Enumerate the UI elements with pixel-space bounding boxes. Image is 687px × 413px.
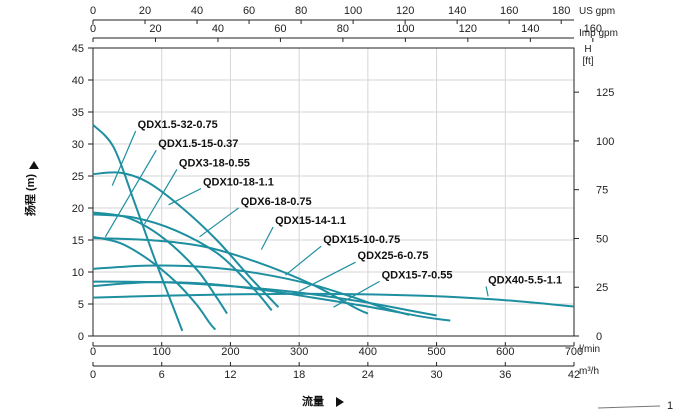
m3h-tick-label: 0 <box>90 369 96 381</box>
leader-line <box>333 280 380 308</box>
lmin-tick-label: 500 <box>427 346 445 358</box>
lmin-tick-label: 200 <box>221 346 239 358</box>
m3h-tick-label: 30 <box>430 369 442 381</box>
usgpm-tick-label: 140 <box>448 5 466 17</box>
usgpm-unit: US gpm <box>579 6 615 17</box>
y-tick-label: 25 <box>72 171 84 183</box>
usgpm-tick-label: 80 <box>295 5 307 17</box>
y-tick-label: 10 <box>72 267 84 279</box>
x-axis-title-arrow-icon <box>336 397 344 407</box>
impgpm-tick-label: 0 <box>90 23 96 35</box>
m3h-tick-label: 12 <box>224 369 236 381</box>
curve-label: QDX15-14-1.1 <box>275 215 346 227</box>
impgpm-tick-label: 100 <box>396 23 414 35</box>
ft-tick-label: 75 <box>596 185 608 197</box>
usgpm-tick-label: 60 <box>243 5 255 17</box>
leader-line <box>298 261 356 292</box>
lmin-unit: l/min <box>579 344 600 355</box>
impgpm-unit: Imp gpm <box>579 28 618 39</box>
ft-tick-label: 125 <box>596 87 614 99</box>
curve-label: QDX6-18-0.75 <box>241 196 312 208</box>
curves <box>92 124 575 332</box>
usgpm-tick-label: 180 <box>552 5 570 17</box>
ft-tick-label: 100 <box>596 136 614 148</box>
y-tick-label: 20 <box>72 203 84 215</box>
y-axis-title-arrow-icon <box>29 161 39 169</box>
y-axis-title: 扬程 (m) <box>23 174 37 216</box>
lmin-tick-label: 400 <box>359 346 377 358</box>
curve-label: QDX1.5-15-0.37 <box>158 138 238 150</box>
series-line-QDX15-14-1.1 <box>92 237 369 315</box>
ft-tick-label: 50 <box>596 233 608 245</box>
ft-unit-ft: [ft] <box>582 56 593 67</box>
y-tick-label: 40 <box>72 75 84 87</box>
impgpm-tick-label: 120 <box>459 23 477 35</box>
curve-label: QDX15-7-0.55 <box>382 269 453 281</box>
m3h-tick-label: 18 <box>293 369 305 381</box>
curve-labels: QDX1.5-32-0.75 QDX1.5-15-0.37 QDX3-18-0.55… <box>104 119 562 308</box>
ft-unit-h: H <box>584 44 591 55</box>
ft-tick-label: 0 <box>596 331 602 343</box>
lmin-tick-label: 100 <box>153 346 171 358</box>
leader-line <box>168 188 202 206</box>
impgpm-tick-label: 20 <box>149 23 161 35</box>
y-tick-label: 35 <box>72 107 84 119</box>
leader-line <box>104 149 157 238</box>
y-tick-label: 5 <box>78 299 84 311</box>
curve-label: QDX10-18-1.1 <box>203 177 274 189</box>
leader-line <box>199 207 240 238</box>
lmin-tick-label: 0 <box>90 346 96 358</box>
leader-line <box>260 226 274 250</box>
impgpm-tick-label: 40 <box>212 23 224 35</box>
series-line-QDX40-5.5-1.1 <box>92 292 575 308</box>
m3h-unit: m³/h <box>579 366 599 377</box>
series-line-QDX15-10-0.75 <box>92 264 410 316</box>
series-line-QDX6-18-0.75 <box>92 213 273 312</box>
grid <box>93 48 574 336</box>
curve-label: QDX25-6-0.75 <box>358 250 429 262</box>
x-axis-title: 流量 <box>302 394 324 408</box>
m3h-tick-label: 6 <box>159 369 165 381</box>
series-line-QDX1.5-32-0.75 <box>92 124 184 332</box>
curve-label: QDX15-10-0.75 <box>323 234 400 246</box>
usgpm-tick-label: 20 <box>139 5 151 17</box>
usgpm-tick-label: 120 <box>396 5 414 17</box>
axes: 0 5 10 15 20 25 30 35 40 45 0 25 50 75 100 125 H[ft] 0 100… <box>72 5 618 381</box>
usgpm-tick-label: 0 <box>90 5 96 17</box>
y-tick-label: 15 <box>72 235 84 247</box>
corner-mark-line <box>597 405 661 409</box>
y-tick-label: 30 <box>72 139 84 151</box>
m3h-tick-label: 36 <box>499 369 511 381</box>
leader-line <box>485 286 489 297</box>
y-tick-label: 0 <box>78 331 84 343</box>
usgpm-tick-label: 100 <box>344 5 362 17</box>
leader-line <box>111 130 137 186</box>
lmin-tick-label: 300 <box>290 346 308 358</box>
usgpm-tick-label: 160 <box>500 5 518 17</box>
lmin-tick-label: 600 <box>496 346 514 358</box>
corner-mark: 1 <box>667 400 673 412</box>
m3h-tick-label: 42 <box>568 369 580 381</box>
curve-label: QDX1.5-32-0.75 <box>138 119 218 131</box>
impgpm-tick-label: 80 <box>337 23 349 35</box>
series-line-QDX3-18-0.55 <box>92 211 228 315</box>
leader-line <box>144 169 178 225</box>
y-tick-label: 45 <box>72 43 84 55</box>
leader-line <box>285 245 322 276</box>
lmin-tick-label: 700 <box>565 346 583 358</box>
usgpm-tick-label: 40 <box>191 5 203 17</box>
impgpm-tick-label: 140 <box>521 23 539 35</box>
m3h-tick-label: 24 <box>362 369 374 381</box>
series-line-QDX10-18-1.1 <box>92 171 280 308</box>
impgpm-tick-label: 60 <box>274 23 286 35</box>
curve-label: QDX3-18-0.55 <box>179 157 250 169</box>
plot-frame <box>92 47 575 337</box>
curve-label: QDX40-5.5-1.1 <box>488 275 562 287</box>
ft-tick-label: 25 <box>596 282 608 294</box>
impgpm-tick-label: 160 <box>584 23 602 35</box>
